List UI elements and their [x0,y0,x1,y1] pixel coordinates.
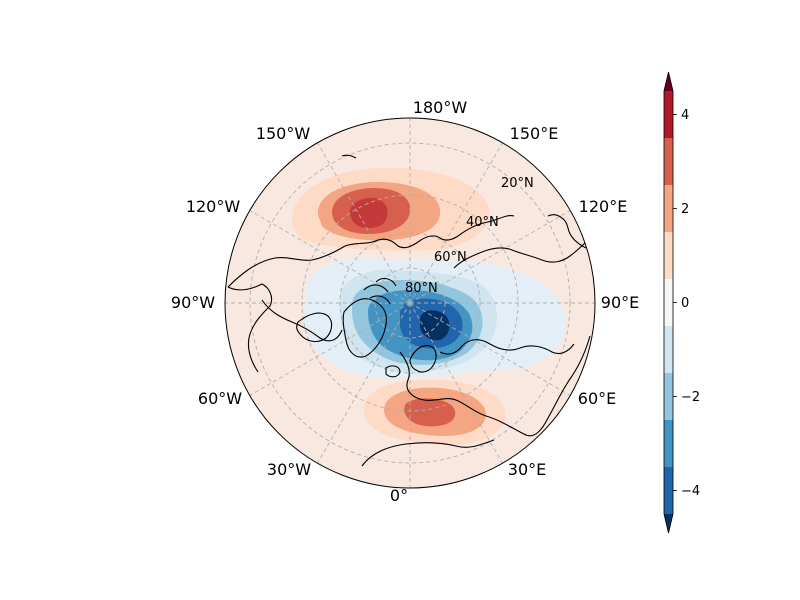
colorbar-tick-label: 0 [681,296,689,311]
colorbar-bottom-extension [664,514,673,533]
north-america-coastline [227,238,419,373]
polar-map: 20°N 40°N 60°N 80°N 180°W 150°E 120°E 90… [171,98,639,505]
lon-label-30w: 30°W [267,460,311,479]
lon-label-30e: 30°E [508,460,546,479]
colorbar-ticks: −4 −2 0 2 4 [673,108,700,499]
colorbar-segment [664,232,673,279]
eurasia-coastline [399,239,591,437]
alaska-coastline [417,215,515,243]
colorbar-segments [664,91,673,514]
colorbar-outline [663,71,674,534]
lon-label-90w: 90°W [171,293,215,312]
lon-label-90e: 90°E [601,293,639,312]
colorbar-segment [664,326,673,373]
meridian-line [249,302,411,396]
lon-label-180w: 180°W [413,98,468,117]
meridian-line [317,302,411,464]
colorbar-segment [664,91,673,138]
scandinavia-coastline [409,345,437,373]
gridline-20n [249,142,571,464]
colorbar-segment [664,279,673,326]
colorbar: −4 −2 0 2 4 [663,71,700,534]
colorbar-top-extension [664,72,673,91]
anomaly-contours [225,118,595,488]
arctic-archipelago-coastline [363,277,397,305]
lon-label-120e: 120°E [579,197,628,216]
longitude-labels: 180°W 150°E 120°E 90°E 60°E 30°E 0° 30°W… [171,98,639,505]
colorbar-segment [664,138,673,185]
lat-label-40n: 40°N [466,215,499,230]
pacific-positive-core [350,197,388,228]
mediterranean-positive-core [404,398,456,427]
meridian-line [409,302,571,396]
map-boundary [224,117,596,489]
meridian-line [409,142,503,304]
coastlines [227,154,591,467]
negative-tongue-east [528,296,553,344]
lon-label-60w: 60°W [198,389,242,408]
iceland-coastline [385,365,401,378]
east-asia-coastline [547,214,587,249]
lon-label-150e: 150°E [510,124,559,143]
latitude-labels: 20°N 40°N 60°N 80°N [405,176,534,296]
hudson-bay-coastline [296,312,333,343]
meridian-line [317,142,411,304]
meridian-line [409,210,571,304]
kamchatka-coastline [341,154,357,159]
lon-label-0: 0° [390,486,408,505]
lat-label-80n: 80°N [405,281,438,296]
africa-coastline [361,439,495,467]
colorbar-tick-label: 4 [681,108,689,123]
greenland-coastline [342,298,387,358]
colorbar-segment [664,467,673,514]
colorbar-tick-label: −4 [681,484,700,499]
lon-label-60e: 60°E [578,389,616,408]
colorbar-tick-label: 2 [681,202,689,217]
lat-label-60n: 60°N [434,250,467,265]
colorbar-tick-label: −2 [681,390,700,405]
meridian-line [409,302,503,464]
lon-label-150w: 150°W [256,124,311,143]
lon-label-120w: 120°W [186,197,241,216]
colorbar-segment [664,420,673,467]
colorbar-segment [664,373,673,420]
colorbar-segment [664,185,673,232]
lat-label-20n: 20°N [501,176,534,191]
